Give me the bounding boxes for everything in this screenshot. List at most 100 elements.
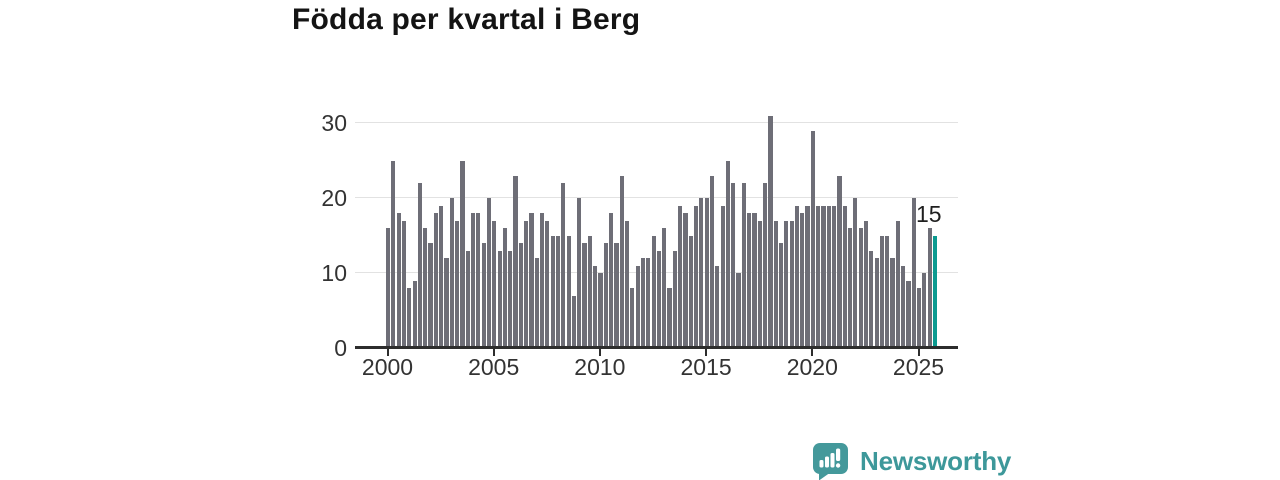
bar xyxy=(837,175,842,348)
bar xyxy=(550,235,555,348)
bar xyxy=(444,258,449,348)
bar xyxy=(401,220,407,348)
bar xyxy=(917,288,922,348)
bar xyxy=(428,243,433,348)
bar xyxy=(587,235,592,348)
bar xyxy=(539,213,545,348)
x-axis-tick xyxy=(386,348,389,356)
bar xyxy=(863,220,869,348)
bar xyxy=(826,205,831,348)
bar xyxy=(816,205,821,348)
y-axis-tick-label: 10 xyxy=(321,260,347,286)
bar xyxy=(789,220,794,348)
bar xyxy=(492,220,497,348)
x-axis-tick-label: 2015 xyxy=(680,354,732,380)
bar xyxy=(593,265,598,348)
bar xyxy=(683,213,688,348)
bar xyxy=(518,243,523,348)
bar xyxy=(890,258,895,348)
x-axis-tick xyxy=(492,348,495,356)
bar xyxy=(747,213,752,348)
gridline-y-20 xyxy=(355,197,958,198)
bar xyxy=(847,228,853,348)
x-axis-tick-label: 2000 xyxy=(361,354,414,380)
bar xyxy=(476,213,481,348)
bar xyxy=(529,213,534,348)
bar xyxy=(810,130,815,348)
bar xyxy=(715,265,720,348)
bar xyxy=(879,235,885,348)
bar xyxy=(757,220,762,348)
bar xyxy=(651,235,656,348)
bar xyxy=(465,250,470,348)
bar xyxy=(417,183,423,348)
x-axis-tick xyxy=(598,348,601,356)
bar xyxy=(741,183,746,348)
bar xyxy=(699,198,704,348)
bar xyxy=(773,220,778,348)
bar xyxy=(481,243,486,348)
bar xyxy=(439,205,444,348)
bar xyxy=(805,205,810,348)
bar xyxy=(635,265,640,348)
bar xyxy=(577,198,582,348)
plot-area xyxy=(355,108,958,348)
y-axis-tick-label: 30 xyxy=(321,110,347,136)
bar xyxy=(571,295,577,348)
bar xyxy=(566,235,571,348)
bar xyxy=(858,228,863,348)
bar xyxy=(784,220,789,348)
bar xyxy=(497,250,502,348)
bar xyxy=(646,258,651,348)
bar xyxy=(455,220,460,348)
y-axis-tick-label: 0 xyxy=(334,335,347,361)
bar xyxy=(768,115,773,348)
brand-name: Newsworthy xyxy=(860,445,1012,476)
bar xyxy=(704,198,709,348)
bar xyxy=(927,228,932,348)
bar xyxy=(720,205,725,348)
bar xyxy=(486,198,492,348)
bar xyxy=(386,228,391,348)
bar xyxy=(630,288,635,348)
x-axis-tick-label: 2010 xyxy=(574,354,626,380)
bar xyxy=(752,213,757,348)
x-axis-tick-label: 2025 xyxy=(892,354,945,380)
bar xyxy=(763,183,768,348)
bar xyxy=(614,243,619,348)
bar xyxy=(513,175,518,348)
x-axis-tick xyxy=(811,348,814,356)
gridline-y-30 xyxy=(355,122,958,123)
bar xyxy=(832,205,837,348)
bar xyxy=(391,160,396,348)
bar xyxy=(508,250,513,348)
x-axis-tick xyxy=(917,348,920,356)
bar xyxy=(725,160,731,348)
bar xyxy=(470,213,476,348)
bar xyxy=(731,183,736,348)
bar xyxy=(598,273,603,348)
bar xyxy=(412,280,417,348)
bar xyxy=(609,213,614,348)
bar xyxy=(853,198,858,348)
bar xyxy=(640,258,646,348)
bar xyxy=(869,250,874,348)
bar xyxy=(667,288,672,348)
bar xyxy=(800,213,805,348)
last-bar-value-label: 15 xyxy=(916,201,942,227)
bar xyxy=(603,243,608,348)
bar xyxy=(545,220,550,348)
x-axis-tick xyxy=(705,348,708,356)
bar xyxy=(874,258,879,348)
y-axis-tick-label: 20 xyxy=(321,185,347,211)
x-axis-tick-label: 2005 xyxy=(468,354,520,380)
bar xyxy=(842,205,847,348)
bar xyxy=(449,198,454,348)
bar xyxy=(693,205,699,348)
bar xyxy=(534,258,539,348)
bar xyxy=(662,228,667,348)
bar xyxy=(582,243,587,348)
bar xyxy=(423,228,428,348)
bar xyxy=(911,198,916,348)
chart-title: Födda per kvartal i Berg xyxy=(292,3,641,36)
